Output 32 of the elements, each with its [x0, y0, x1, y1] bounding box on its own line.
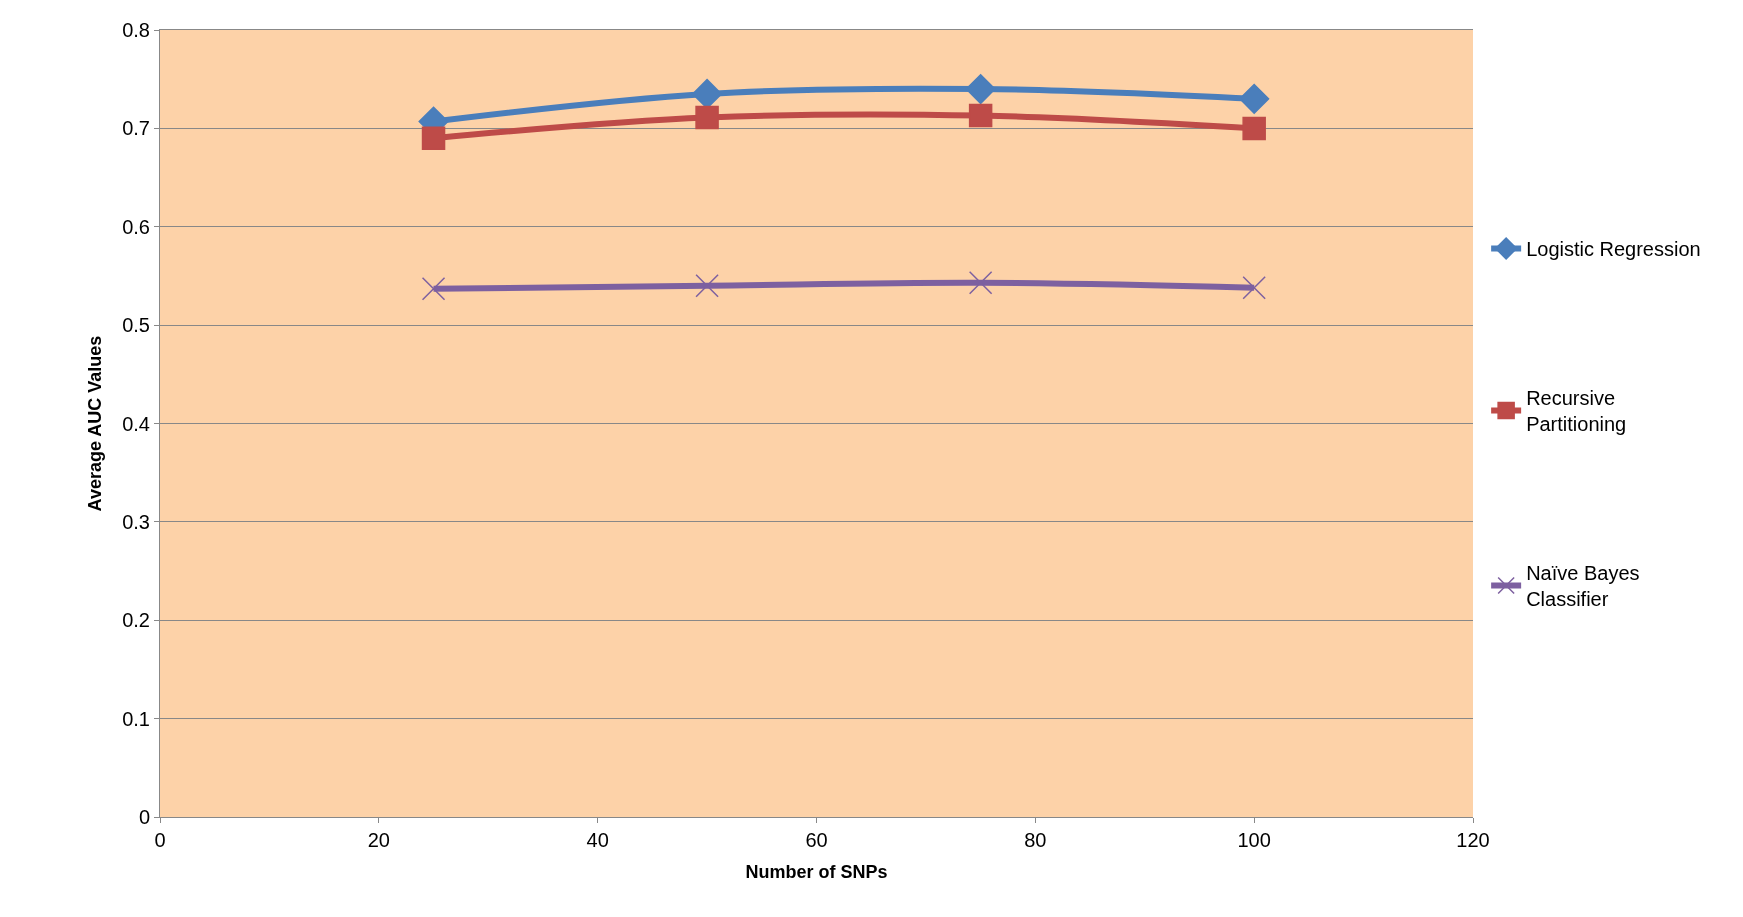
- x-tick-label: 120: [1456, 829, 1490, 851]
- y-tick-label: 0.7: [122, 117, 150, 140]
- point: [695, 105, 719, 130]
- point: [968, 103, 993, 128]
- x-tick-label: 80: [1024, 829, 1047, 851]
- x-tick-label: 20: [367, 829, 390, 851]
- x-tick-label: 100: [1237, 829, 1271, 851]
- point: [692, 78, 723, 109]
- legend-label: Recursive Partitioning: [1526, 387, 1627, 436]
- x-tick-label: 40: [586, 829, 609, 851]
- y-tick-label: 0.4: [122, 412, 150, 435]
- y-tick-label: 0.1: [122, 707, 150, 730]
- y-axis-title: Average AUC Values: [85, 335, 106, 512]
- point: [421, 276, 446, 301]
- point: [965, 73, 996, 105]
- y-tick-label: 0.2: [122, 609, 150, 632]
- legend-label: Naïve Bayes Classifier: [1526, 562, 1640, 611]
- point: [968, 271, 993, 295]
- point: [695, 274, 719, 298]
- y-tick-label: 0.8: [122, 19, 150, 41]
- x-axis-title: Number of SNPs: [745, 862, 888, 883]
- point: [421, 126, 446, 150]
- legend-label: Logistic Regression: [1526, 238, 1701, 261]
- y-tick-label: 0: [138, 806, 150, 828]
- point: [1242, 116, 1266, 141]
- point: [1239, 83, 1270, 114]
- point: [1242, 275, 1266, 300]
- x-tick-label: 0: [154, 829, 166, 851]
- y-tick-label: 0.6: [122, 215, 150, 238]
- y-tick-label: 0.5: [122, 314, 150, 337]
- y-tick-label: 0.3: [122, 510, 150, 533]
- x-tick-label: 60: [805, 829, 828, 851]
